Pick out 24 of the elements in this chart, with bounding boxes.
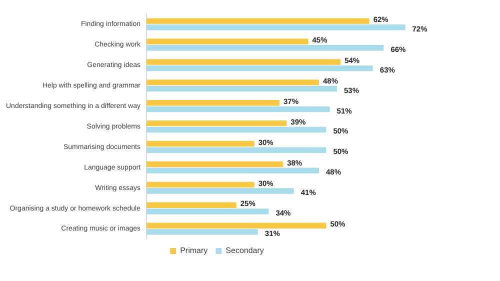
legend-label: Secondary <box>226 246 264 256</box>
bar <box>146 202 236 208</box>
bar <box>146 45 384 51</box>
bar <box>146 161 284 168</box>
bar <box>146 188 294 194</box>
bar <box>146 24 406 30</box>
bar <box>146 126 326 133</box>
bar <box>146 18 370 24</box>
bar <box>146 86 337 92</box>
bar <box>146 229 258 235</box>
legend-label: Primary <box>180 246 208 256</box>
bar <box>146 168 320 174</box>
bar <box>146 59 341 65</box>
bar <box>146 65 373 72</box>
bar <box>146 140 254 147</box>
bar <box>146 80 320 86</box>
bar <box>146 100 280 106</box>
bar <box>146 38 308 44</box>
bar <box>146 120 287 126</box>
bar <box>146 147 326 153</box>
bar <box>146 182 254 188</box>
bar <box>146 222 326 228</box>
bar <box>146 106 330 112</box>
bar <box>146 208 269 214</box>
